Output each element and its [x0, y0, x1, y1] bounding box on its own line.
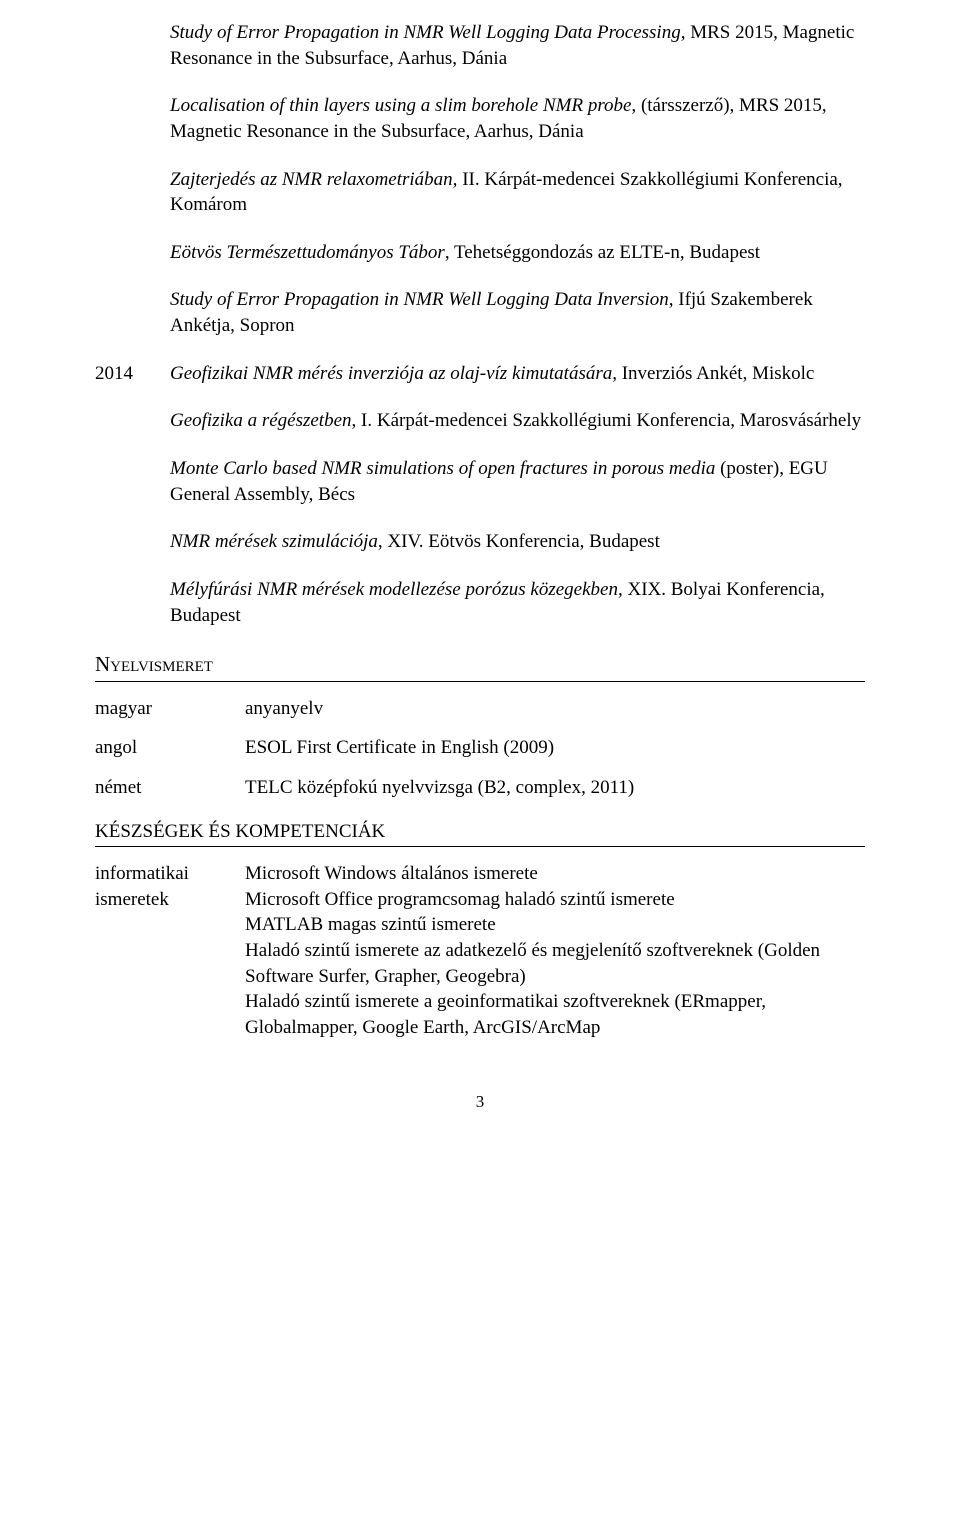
section-skills-header: KÉSZSÉGEK ÉS KOMPETENCIÁK — [95, 819, 865, 845]
cv-entry: Mélyfúrási NMR mérések modellezése poróz… — [170, 577, 865, 628]
skill-line: Haladó szintű ismerete az adatkezelő és … — [245, 938, 865, 989]
entry-rest: , I. Kárpát-medencei Szakkollégiumi Konf… — [352, 410, 862, 431]
divider — [95, 846, 865, 847]
skill-label-line: informatikai — [95, 861, 245, 887]
skill-line: Haladó szintű ismerete a geoinformatikai… — [245, 989, 865, 1040]
cv-entry: Monte Carlo based NMR simulations of ope… — [170, 456, 865, 507]
entry-title: Geofizikai NMR mérés inverziója az olaj-… — [170, 363, 617, 384]
language-row: német TELC középfokú nyelvvizsga (B2, co… — [95, 775, 865, 801]
skill-line: Microsoft Office programcsomag haladó sz… — [245, 887, 865, 913]
skill-label-line: ismeretek — [95, 887, 245, 913]
skill-line: Microsoft Windows általános ismerete — [245, 861, 865, 887]
entry-title: Mélyfúrási NMR mérések modellezése poróz… — [170, 579, 623, 600]
language-label: német — [95, 775, 245, 801]
entry-title: Monte Carlo based NMR simulations of ope… — [170, 458, 715, 479]
skill-row: informatikai ismeretek Microsoft Windows… — [95, 861, 865, 1040]
entry-title: NMR mérések szimulációja — [170, 531, 378, 552]
language-row: magyar anyanyelv — [95, 696, 865, 722]
language-value: TELC középfokú nyelvvizsga (B2, complex,… — [245, 775, 865, 801]
cv-entry: Geofizika a régészetben, I. Kárpát-meden… — [170, 408, 865, 434]
skill-line: MATLAB magas szintű ismerete — [245, 912, 865, 938]
entry-title: Study of Error Propagation in NMR Well L… — [170, 289, 674, 310]
cv-entry: NMR mérések szimulációja, XIV. Eötvös Ko… — [170, 529, 865, 555]
language-row: angol ESOL First Certificate in English … — [95, 735, 865, 761]
year-block-2014: 2014 Geofizikai NMR mérés inverziója az … — [95, 361, 865, 387]
cv-entry: Localisation of thin layers using a slim… — [170, 93, 865, 144]
entry-rest: , Tehetséggondozás az ELTE-n, Budapest — [445, 242, 760, 263]
entry-title: Eötvös Természettudományos Tábor — [170, 242, 445, 263]
cv-entry: Geofizikai NMR mérés inverziója az olaj-… — [170, 361, 865, 387]
year-label: 2014 — [95, 361, 170, 387]
section-languages-header: Nyelvismeret — [95, 650, 865, 678]
page-number: 3 — [95, 1091, 865, 1114]
entry-rest: Inverziós Ankét, Miskolc — [617, 363, 814, 384]
cv-entry: Zajterjedés az NMR relaxometriában, II. … — [170, 167, 865, 218]
entry-title: Localisation of thin layers using a slim… — [170, 95, 636, 116]
skill-label: informatikai ismeretek — [95, 861, 245, 1040]
cv-entry: Study of Error Propagation in NMR Well L… — [170, 287, 865, 338]
language-value: anyanyelv — [245, 696, 865, 722]
cv-entry: Study of Error Propagation in NMR Well L… — [170, 20, 865, 71]
language-value: ESOL First Certificate in English (2009) — [245, 735, 865, 761]
entry-title: Zajterjedés az NMR relaxometriában, — [170, 169, 457, 190]
entry-rest: , XIV. Eötvös Konferencia, Budapest — [378, 531, 660, 552]
language-label: magyar — [95, 696, 245, 722]
cv-entry: Eötvös Természettudományos Tábor, Tehets… — [170, 240, 865, 266]
language-label: angol — [95, 735, 245, 761]
entry-title: Study of Error Propagation in NMR Well L… — [170, 22, 685, 43]
entry-title: Geofizika a régészetben — [170, 410, 352, 431]
divider — [95, 681, 865, 682]
skill-value: Microsoft Windows általános ismerete Mic… — [245, 861, 865, 1040]
